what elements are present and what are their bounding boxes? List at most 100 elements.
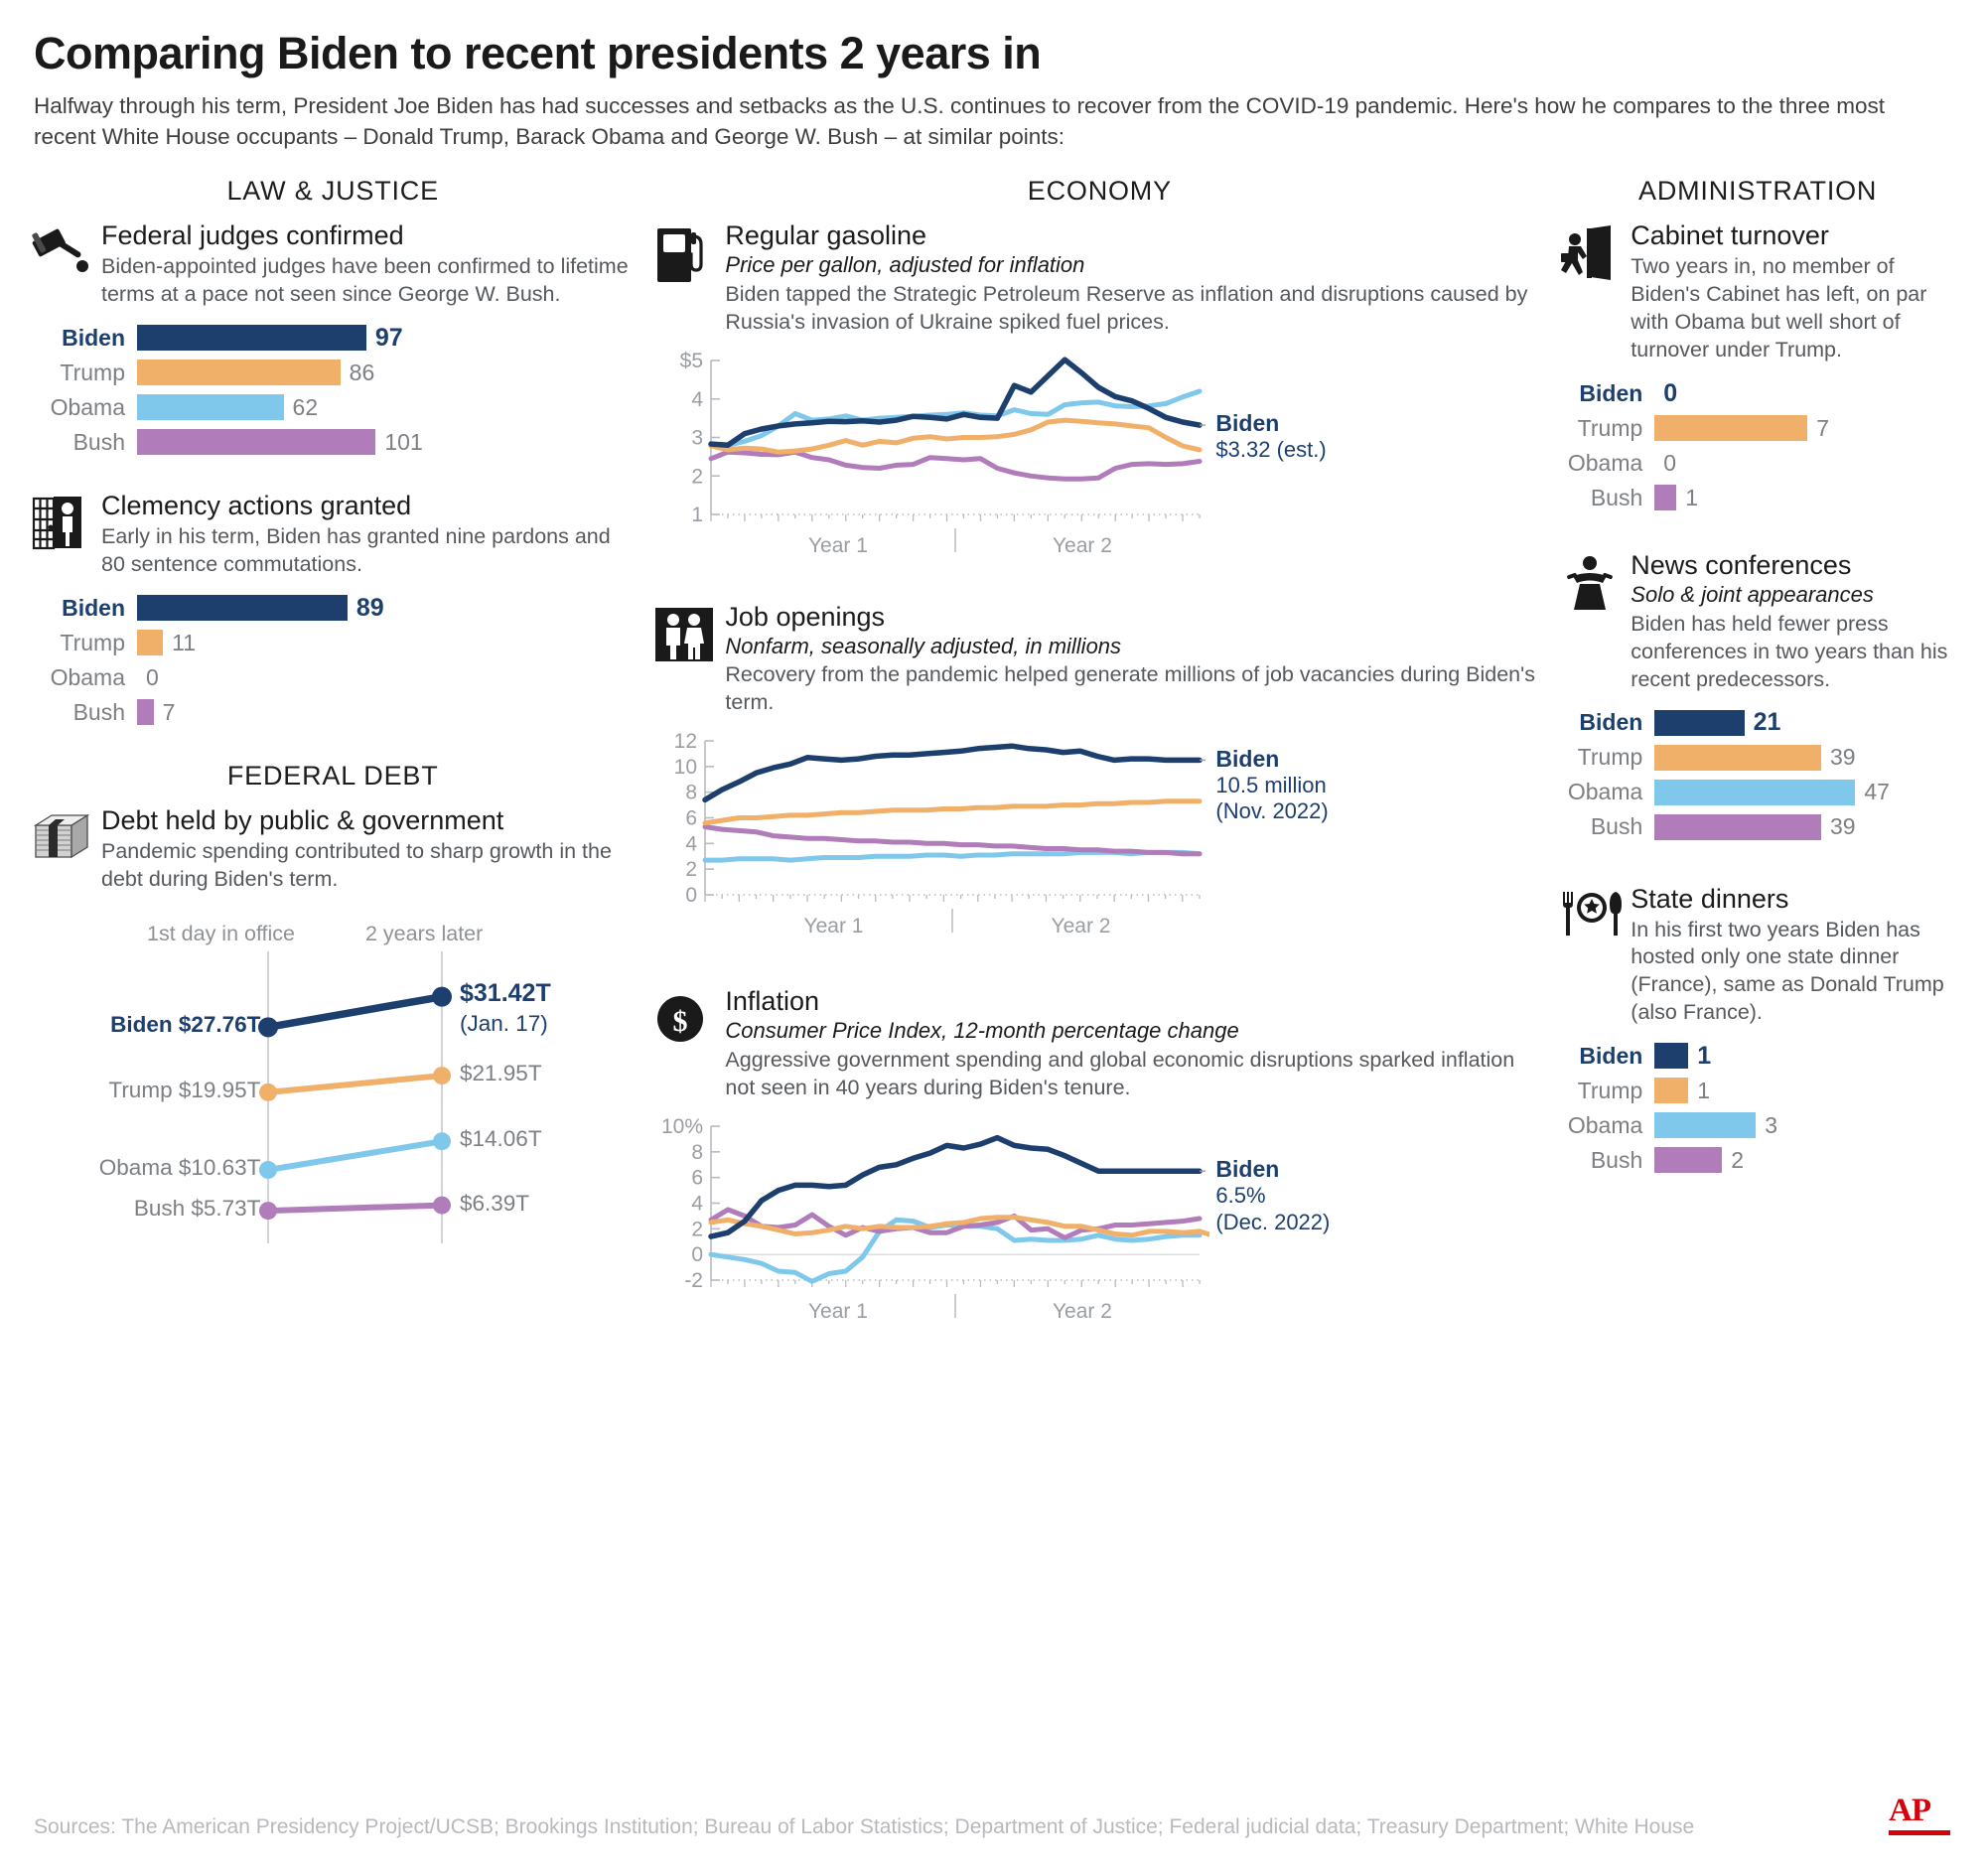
prison-cell-icon — [30, 491, 101, 579]
bar-value: 39 — [1829, 744, 1856, 770]
series-line-trump — [708, 1214, 1210, 1237]
svg-text:10%: 10% — [661, 1115, 703, 1138]
bar-fill — [1654, 1147, 1723, 1174]
bar-chart-federal-judges: Biden 97 Trump 86 Obama 62 Bush 101 — [30, 323, 636, 457]
ap-logo-text: AP — [1889, 1793, 1931, 1828]
bar-value: 62 — [292, 393, 319, 420]
bar-label: Obama — [1567, 449, 1643, 476]
bar-row-bush: Bush 2 — [1559, 1145, 1956, 1175]
bar-label: Bush — [72, 698, 125, 725]
block-title: News conferences — [1631, 550, 1852, 581]
svg-text:2: 2 — [692, 1218, 704, 1240]
bar-row-obama: Obama 0 — [1559, 448, 1956, 478]
gavel-icon — [30, 220, 101, 309]
bar-label: Biden — [1579, 379, 1643, 406]
bar-row-trump: Trump 39 — [1559, 743, 1956, 773]
bar-track: 89 — [137, 594, 636, 623]
slope-header-right: 2 years later — [365, 922, 484, 946]
bar-row-biden: Biden 21 — [1559, 708, 1956, 738]
bar-label: Obama — [1567, 779, 1643, 804]
block-description: Biden tapped the Strategic Petroleum Res… — [725, 281, 1528, 334]
bar-label: Obama — [50, 663, 125, 690]
bar-row-obama: Obama 3 — [1559, 1110, 1956, 1140]
slope-header-left: 1st day in office — [147, 922, 295, 946]
bar-chart-cabinet-turnover: Biden 0 Trump 7 Obama 0 Bush 1 — [1559, 378, 1956, 512]
svg-text:8: 8 — [686, 782, 698, 804]
bar-value: 0 — [146, 663, 159, 690]
dollar-coin-icon: $ — [653, 986, 725, 1101]
bar-track: 2 — [1654, 1147, 1956, 1174]
series-line-biden — [708, 357, 1204, 448]
bar-value: 2 — [1731, 1146, 1745, 1173]
bar-value: 7 — [162, 698, 176, 725]
svg-text:$5: $5 — [680, 350, 703, 372]
bar-fill — [137, 429, 376, 456]
block-title: Debt held by public & government — [101, 805, 504, 836]
svg-text:Year 1: Year 1 — [808, 534, 868, 557]
series-line-bush — [702, 824, 1203, 857]
bar-track: 1 — [1654, 1078, 1956, 1104]
block-gasoline: Regular gasoline Price per gallon, adjus… — [653, 220, 1545, 336]
bar-label: Bush — [72, 428, 125, 455]
bar-value: 0 — [1663, 449, 1677, 476]
slope-chart-federal-debt: 1st day in office 2 years later Biden $27.… — [30, 916, 636, 1253]
bar-fill — [1654, 1078, 1689, 1104]
svg-text:Year 2: Year 2 — [1052, 915, 1111, 938]
slope-line-obama — [265, 1138, 445, 1174]
block-body: Regular gasoline Price per gallon, adjus… — [725, 220, 1545, 336]
bar-label: Trump — [1577, 414, 1643, 441]
svg-text:4: 4 — [692, 1192, 704, 1215]
callout-value: 10.5 million — [1215, 772, 1327, 797]
bar-fill — [1654, 485, 1677, 511]
block-title: Cabinet turnover — [1631, 220, 1829, 251]
bar-row-bush: Bush 7 — [30, 697, 636, 727]
bar-value: 47 — [1864, 779, 1890, 804]
slope-end-label-trump: $21.95T — [460, 1061, 542, 1086]
gas-pump-icon — [653, 220, 725, 336]
bar-chart-news-conferences: Biden 21 Trump 39 Obama 47 Bush 39 — [1559, 708, 1956, 842]
series-line-bush — [708, 449, 1203, 482]
bar-label: Obama — [1567, 1111, 1643, 1138]
bar-fill — [1654, 1112, 1757, 1139]
bar-value: 3 — [1765, 1111, 1778, 1138]
chart-callout: Biden $3.32 (est.) — [1215, 409, 1326, 464]
bar-label: Biden — [62, 324, 125, 351]
bar-track: 86 — [137, 360, 636, 386]
bar-value: 21 — [1753, 708, 1781, 736]
bar-fill — [1654, 744, 1821, 771]
series-line-bush — [708, 1207, 1203, 1240]
section-heading-economy: ECONOMY — [1027, 176, 1172, 207]
bar-track: 7 — [137, 699, 636, 726]
series-line-obama — [708, 388, 1203, 448]
block-description: Biden-appointed judges have been confirm… — [101, 254, 629, 307]
bar-row-biden: Biden 1 — [1559, 1041, 1956, 1071]
slope-start-label-bush: Bush $5.73T — [133, 1196, 261, 1222]
bar-track: 39 — [1654, 744, 1956, 771]
content-columns: LAW & JUSTICE Federal judges confirmed B… — [0, 152, 1986, 1331]
block-news: News conferences Solo & joint appearance… — [1559, 550, 1956, 693]
svg-text:3: 3 — [692, 426, 704, 449]
bar-track: 0 — [1654, 379, 1956, 408]
bar-row-bush: Bush 1 — [1559, 483, 1956, 512]
page-title: Comparing Biden to recent presidents 2 y… — [34, 28, 1042, 78]
slope-start-label-obama: Obama $10.63T — [98, 1155, 261, 1181]
two-people-icon — [653, 602, 725, 717]
block-body: Federal judges confirmed Biden-appointed… — [101, 220, 636, 309]
bar-value: 101 — [384, 428, 423, 455]
block-description: Pandemic spending contributed to sharp g… — [101, 839, 612, 892]
block-federal-judges: Federal judges confirmed Biden-appointed… — [30, 220, 636, 309]
block-body: Clemency actions granted Early in his te… — [101, 491, 636, 579]
bar-track: 39 — [1654, 813, 1956, 840]
block-title: State dinners — [1631, 883, 1789, 914]
bar-value: 39 — [1829, 813, 1856, 839]
series-line-biden — [708, 1134, 1204, 1239]
block-subtitle: Price per gallon, adjusted for inflation — [725, 252, 1085, 278]
ap-logo-bar — [1889, 1830, 1950, 1835]
bar-fill — [1654, 415, 1808, 442]
bar-value: 7 — [1816, 414, 1830, 441]
bar-chart-clemency: Biden 89 Trump 11 Obama 0 Bush 7 — [30, 593, 636, 727]
callout-note: (Nov. 2022) — [1215, 798, 1329, 824]
slope-end-label-bush: $6.39T — [460, 1190, 530, 1216]
bar-fill — [137, 394, 284, 421]
bar-value: 86 — [349, 359, 375, 385]
